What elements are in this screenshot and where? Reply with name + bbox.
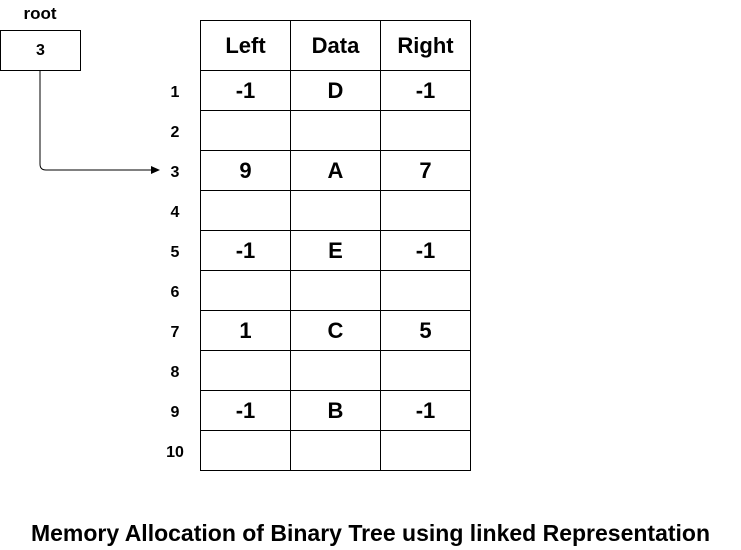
cell-data xyxy=(290,270,381,311)
cell-left: -1 xyxy=(200,390,291,431)
table-row xyxy=(200,270,471,311)
cell-left: 9 xyxy=(200,150,291,191)
row-index: 1 xyxy=(170,84,180,101)
cell-right xyxy=(380,190,471,231)
root-pointer-value: 3 xyxy=(36,41,45,59)
table-row: -1 B -1 xyxy=(200,390,471,431)
row-index: 7 xyxy=(170,324,180,341)
cell-data xyxy=(290,350,381,391)
table-row: -1 D -1 xyxy=(200,70,471,111)
cell-data: C xyxy=(290,310,381,351)
cell-right: -1 xyxy=(380,70,471,111)
table-row xyxy=(200,430,471,471)
cell-right: 5 xyxy=(380,310,471,351)
row-index: 2 xyxy=(170,124,180,141)
table-header-row: Left Data Right xyxy=(200,20,471,71)
root-label: root xyxy=(23,4,57,23)
cell-left xyxy=(200,110,291,151)
row-index: 10 xyxy=(166,444,184,461)
cell-data: E xyxy=(290,230,381,271)
cell-right xyxy=(380,430,471,471)
row-index: 6 xyxy=(170,284,180,301)
cell-right: -1 xyxy=(380,230,471,271)
row-index: 5 xyxy=(170,244,180,261)
cell-data: A xyxy=(290,150,381,191)
cell-left: -1 xyxy=(200,230,291,271)
table-row xyxy=(200,190,471,231)
cell-data xyxy=(290,430,381,471)
table-row xyxy=(200,350,471,391)
header-data: Data xyxy=(290,20,381,71)
cell-left: -1 xyxy=(200,70,291,111)
cell-data xyxy=(290,110,381,151)
table-row: 9 A 7 xyxy=(200,150,471,191)
row-index: 3 xyxy=(170,164,180,181)
cell-right: -1 xyxy=(380,390,471,431)
table-row: 1 C 5 xyxy=(200,310,471,351)
cell-data xyxy=(290,190,381,231)
row-index: 9 xyxy=(170,404,180,421)
cell-right xyxy=(380,350,471,391)
cell-left xyxy=(200,270,291,311)
cell-data: D xyxy=(290,70,381,111)
header-left: Left xyxy=(200,20,291,71)
cell-left xyxy=(200,190,291,231)
table-row: -1 E -1 xyxy=(200,230,471,271)
memory-table: Left Data Right -1 D -1 9 A 7 -1 E - xyxy=(200,20,471,471)
cell-right xyxy=(380,110,471,151)
cell-left xyxy=(200,430,291,471)
cell-left: 1 xyxy=(200,310,291,351)
cell-data: B xyxy=(290,390,381,431)
cell-right xyxy=(380,270,471,311)
row-index: 4 xyxy=(170,204,180,221)
figure-caption: Memory Allocation of Binary Tree using l… xyxy=(30,520,711,546)
header-right: Right xyxy=(380,20,471,71)
cell-right: 7 xyxy=(380,150,471,191)
row-index: 8 xyxy=(170,364,180,381)
cell-left xyxy=(200,350,291,391)
table-row xyxy=(200,110,471,151)
